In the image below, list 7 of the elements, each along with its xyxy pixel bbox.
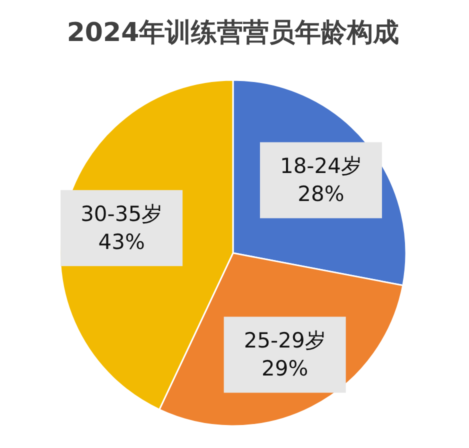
slice-label: 18-24岁 <box>280 154 362 178</box>
chart-title: 2024年训练营营员年龄构成 <box>66 18 400 48</box>
slice-label: 30-35岁 <box>80 202 163 226</box>
slice-label: 25-29岁 <box>244 328 326 353</box>
data-label: 29% <box>261 356 308 381</box>
data-label: 28% <box>298 182 344 206</box>
data-label: 43% <box>98 230 145 254</box>
